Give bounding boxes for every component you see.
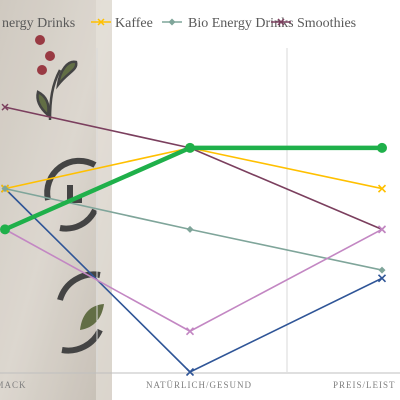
leaf-recycle-icon: [57, 271, 104, 354]
legend-item: Bio Energy Drinks: [162, 16, 294, 31]
background-photo: [0, 0, 112, 400]
legend-label: Smoothies: [297, 16, 356, 31]
berry-plant-icon: [35, 35, 78, 121]
data-point: [185, 142, 195, 153]
data-point: [1, 103, 9, 111]
legend-label: Kaffee: [115, 16, 153, 31]
data-point: [1, 185, 9, 193]
data-point: [377, 142, 387, 153]
legend: nergy Drinks Kaffee Bio Energy Drinks Smoot…: [2, 16, 356, 31]
data-point: [185, 367, 195, 377]
data-point: [186, 225, 194, 233]
legend-marker: [97, 18, 105, 26]
data-point: [377, 184, 387, 193]
legend-marker: [168, 18, 176, 26]
x-tick-label: NATÜRLICH/GESUND: [146, 380, 252, 390]
series-layer: [0, 103, 387, 377]
data-point: [0, 224, 10, 235]
x-axis-labels: HMACK NATÜRLICH/GESUND PREIS/LEIST: [0, 380, 396, 390]
data-point: [377, 225, 387, 234]
data-point: [185, 327, 195, 336]
legend-item: Smoothies: [271, 16, 356, 31]
legend-marker: [277, 18, 285, 26]
data-point: [378, 266, 386, 274]
legend-item: nergy Drinks: [2, 16, 75, 31]
data-point: [377, 274, 387, 283]
chart-grid: [0, 48, 400, 374]
legend-label: nergy Drinks: [2, 16, 75, 31]
legend-label: Bio Energy Drinks: [188, 16, 294, 31]
x-tick-label: HMACK: [0, 380, 27, 390]
legend-item: Kaffee: [91, 16, 153, 31]
x-tick-label: PREIS/LEIST: [333, 380, 396, 390]
